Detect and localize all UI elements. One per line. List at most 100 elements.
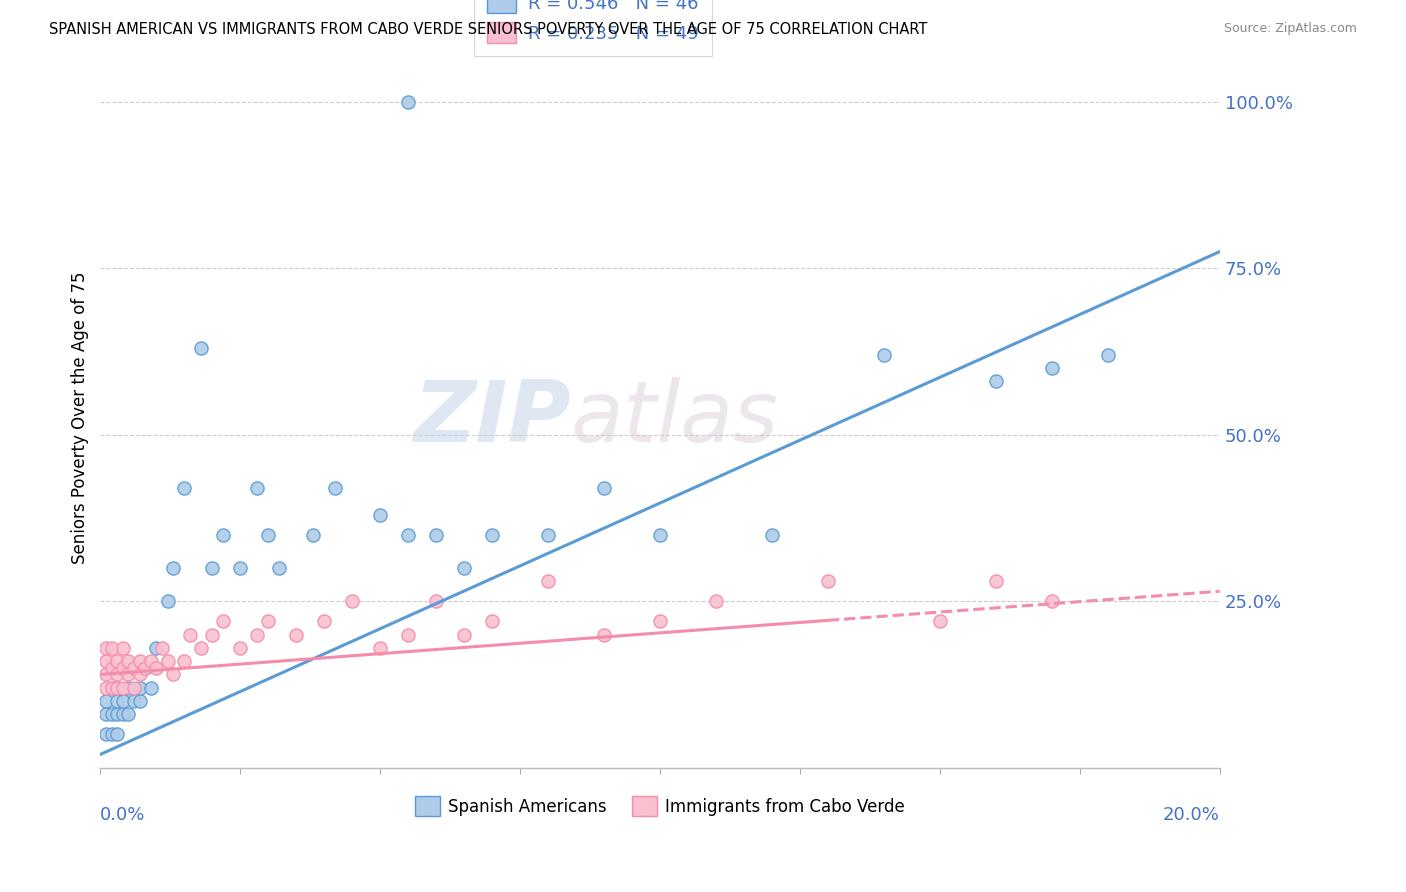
Point	[229, 561, 252, 575]
Point	[111, 694, 134, 708]
Point	[100, 681, 122, 695]
Point	[100, 640, 122, 655]
Point	[117, 667, 139, 681]
Point	[201, 627, 224, 641]
Point	[156, 654, 179, 668]
Text: 0.0%: 0.0%	[100, 806, 146, 824]
Text: Source: ZipAtlas.com: Source: ZipAtlas.com	[1223, 22, 1357, 36]
Point	[593, 481, 616, 495]
Point	[122, 681, 145, 695]
Point	[156, 594, 179, 608]
Point	[105, 654, 128, 668]
Point	[94, 707, 117, 722]
Point	[117, 681, 139, 695]
Point	[537, 574, 560, 589]
Point	[984, 574, 1007, 589]
Point	[145, 640, 167, 655]
Point	[368, 508, 391, 522]
Text: ZIP: ZIP	[413, 376, 571, 459]
Point	[1040, 594, 1063, 608]
Point	[817, 574, 839, 589]
Point	[179, 627, 201, 641]
Point	[325, 481, 347, 495]
Point	[201, 561, 224, 575]
Point	[246, 627, 269, 641]
Point	[229, 640, 252, 655]
Point	[100, 681, 122, 695]
Point	[302, 527, 325, 541]
Point	[122, 661, 145, 675]
Point	[150, 640, 173, 655]
Point	[342, 594, 364, 608]
Point	[94, 654, 117, 668]
Point	[117, 654, 139, 668]
Point	[100, 707, 122, 722]
Point	[145, 661, 167, 675]
Point	[122, 694, 145, 708]
Point	[139, 681, 162, 695]
Point	[314, 614, 336, 628]
Point	[128, 667, 150, 681]
Point	[134, 661, 156, 675]
Point	[537, 527, 560, 541]
Point	[94, 640, 117, 655]
Legend: Spanish Americans, Immigrants from Cabo Verde: Spanish Americans, Immigrants from Cabo …	[408, 789, 911, 822]
Point	[928, 614, 950, 628]
Point	[105, 727, 128, 741]
Point	[94, 727, 117, 741]
Point	[453, 561, 475, 575]
Point	[111, 707, 134, 722]
Point	[190, 341, 212, 355]
Point	[257, 614, 280, 628]
Point	[453, 627, 475, 641]
Point	[257, 527, 280, 541]
Point	[984, 375, 1007, 389]
Point	[105, 694, 128, 708]
Point	[368, 640, 391, 655]
Point	[269, 561, 291, 575]
Point	[481, 527, 503, 541]
Point	[246, 481, 269, 495]
Point	[481, 614, 503, 628]
Point	[111, 681, 134, 695]
Point	[190, 640, 212, 655]
Point	[105, 667, 128, 681]
Point	[425, 527, 447, 541]
Point	[105, 707, 128, 722]
Point	[134, 661, 156, 675]
Point	[648, 614, 671, 628]
Point	[1097, 348, 1119, 362]
Point	[648, 527, 671, 541]
Point	[873, 348, 896, 362]
Point	[128, 681, 150, 695]
Point	[173, 481, 195, 495]
Point	[212, 614, 235, 628]
Point	[105, 681, 128, 695]
Point	[1040, 361, 1063, 376]
Point	[396, 95, 419, 109]
Point	[128, 694, 150, 708]
Point	[425, 594, 447, 608]
Y-axis label: Seniors Poverty Over the Age of 75: Seniors Poverty Over the Age of 75	[72, 272, 89, 565]
Point	[139, 654, 162, 668]
Point	[396, 527, 419, 541]
Point	[94, 694, 117, 708]
Point	[761, 527, 783, 541]
Point	[128, 654, 150, 668]
Point	[162, 667, 184, 681]
Point	[212, 527, 235, 541]
Point	[105, 681, 128, 695]
Point	[173, 654, 195, 668]
Point	[396, 627, 419, 641]
Point	[593, 627, 616, 641]
Point	[704, 594, 727, 608]
Point	[111, 640, 134, 655]
Point	[285, 627, 308, 641]
Text: SPANISH AMERICAN VS IMMIGRANTS FROM CABO VERDE SENIORS POVERTY OVER THE AGE OF 7: SPANISH AMERICAN VS IMMIGRANTS FROM CABO…	[49, 22, 928, 37]
Point	[117, 707, 139, 722]
Point	[111, 661, 134, 675]
Point	[94, 667, 117, 681]
Text: atlas: atlas	[571, 376, 779, 459]
Point	[162, 561, 184, 575]
Point	[100, 661, 122, 675]
